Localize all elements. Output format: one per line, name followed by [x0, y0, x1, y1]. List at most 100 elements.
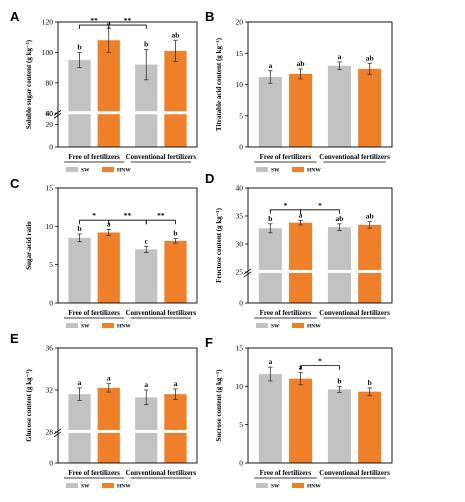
comparison-label: * [318, 201, 322, 210]
axes-frame [57, 187, 198, 304]
y-tick-label: 30 [236, 239, 244, 248]
comparison-label: ** [157, 211, 165, 220]
legend-label: SW [81, 484, 90, 490]
comparison-bracket [269, 209, 301, 214]
axis-break-mark [53, 431, 62, 438]
y-axis-label: Sugar-acid ratio [25, 221, 33, 270]
axis-break-mark [243, 268, 252, 275]
y-tick-label: 15 [236, 344, 244, 353]
group-label-2: Conventional fertilizers [319, 153, 390, 161]
panel-label: D [205, 171, 214, 186]
y-tick-label: 40 [46, 109, 54, 118]
legend-label: HNW [117, 484, 131, 490]
axes-frame [247, 187, 393, 304]
group-label-1: Free of fertilizers [68, 153, 120, 161]
y-tick-label: 0 [239, 459, 243, 468]
significance-letter: b [268, 214, 272, 223]
y-tick-label: 5 [239, 111, 243, 120]
legend-label: SW [271, 484, 280, 490]
significance-letter: b [368, 378, 372, 387]
comparison-bracket [108, 219, 147, 225]
significance-letter: a [144, 380, 148, 389]
y-tick-label: 80 [46, 78, 54, 87]
bar-hnw-1 [289, 378, 313, 463]
y-tick-label: 10 [236, 382, 244, 391]
significance-letter: c [145, 236, 149, 245]
y-tick-label: 0 [239, 299, 243, 308]
y-tick-label: 5 [49, 260, 53, 269]
significance-letter: ab [366, 53, 374, 62]
bar-hnw-2 [358, 224, 382, 303]
bar-hnw-2 [358, 68, 382, 147]
bar-hnw-1 [97, 232, 120, 303]
panel-B: B Titratable acid content (g kg⁻¹) 0 5 10 15 2… [205, 9, 393, 174]
comparison-label: ** [124, 16, 132, 25]
bar-hnw-1 [289, 73, 313, 147]
bar-hnw-1 [289, 222, 313, 303]
comparison-bracket [300, 365, 340, 370]
y-axis-label: Fructose content (g kg⁻¹) [215, 207, 223, 282]
significance-letter: a [107, 374, 111, 383]
bar-hnw-2 [164, 394, 187, 463]
y-axis-label: Soluble sugar content (g kg⁻¹) [25, 39, 33, 129]
significance-letter: b [77, 42, 81, 51]
group-label-2: Conventional fertilizers [319, 309, 390, 317]
y-tick-label: 0 [239, 143, 243, 152]
y-tick-label: 100 [42, 48, 54, 57]
comparison-label: ** [124, 211, 132, 220]
bar-hnw-1 [97, 40, 120, 147]
y-tick-label: 40 [236, 184, 244, 193]
panel-label: C [10, 176, 20, 191]
y-tick-label: 0 [49, 459, 53, 468]
bar-hnw-2 [358, 391, 382, 463]
bar-hnw-2 [164, 50, 187, 148]
bar-sw-2 [135, 64, 158, 147]
y-tick-label: 0 [49, 299, 53, 308]
legend-label: HNW [307, 484, 321, 490]
panel-label: F [205, 335, 213, 350]
legend-swatch-sw [256, 483, 268, 488]
y-tick-label: 35 [236, 211, 244, 220]
panel-label: B [205, 9, 214, 24]
axis-break-mark [53, 109, 62, 116]
bar-sw-1 [68, 237, 91, 303]
significance-letter: ab [171, 30, 179, 39]
group-label-2: Conventional fertilizers [126, 469, 197, 477]
bar-sw-1 [258, 228, 282, 303]
y-tick-label: 10 [236, 80, 244, 89]
legend-label: HNW [117, 324, 131, 330]
legend-swatch-sw [66, 323, 78, 328]
y-tick-label: 120 [42, 18, 54, 27]
legend-swatch-sw [66, 167, 78, 172]
panel-E: E Glucose content (g kg⁻¹) 0 28 32 36 a a a a Free… [10, 331, 198, 490]
significance-letter: b [144, 39, 148, 48]
bar-sw-2 [327, 65, 351, 147]
panel-D: D Fructose content (g kg⁻¹) 0 25 30 35 40 b a ab a… [205, 171, 393, 330]
legend-swatch-hnw [102, 483, 114, 488]
legend-label: SW [271, 168, 280, 174]
y-tick-label: 25 [236, 267, 244, 276]
significance-letter: b [173, 229, 177, 238]
axis-break-band [59, 429, 197, 433]
group-label-2: Conventional fertilizers [319, 469, 390, 477]
comparison-label: ** [90, 16, 98, 25]
legend-label: SW [271, 324, 280, 330]
comparison-bracket [108, 24, 147, 30]
group-label-2: Conventional fertilizers [126, 153, 197, 161]
legend-swatch-sw [256, 323, 268, 328]
bar-sw-1 [68, 60, 91, 148]
comparison-label: * [284, 201, 288, 210]
axes-frame [247, 347, 393, 464]
legend-label: HNW [307, 324, 321, 330]
y-tick-label: 36 [46, 344, 54, 353]
legend-label: SW [81, 168, 90, 174]
y-axis-label: Sucrose content (g kg⁻¹) [215, 369, 223, 442]
bar-sw-1 [258, 374, 282, 463]
bar-sw-2 [327, 389, 351, 463]
significance-letter: a [78, 378, 82, 387]
legend-swatch-sw [256, 167, 268, 172]
axes-frame [247, 21, 393, 148]
comparison-bracket [145, 219, 176, 225]
